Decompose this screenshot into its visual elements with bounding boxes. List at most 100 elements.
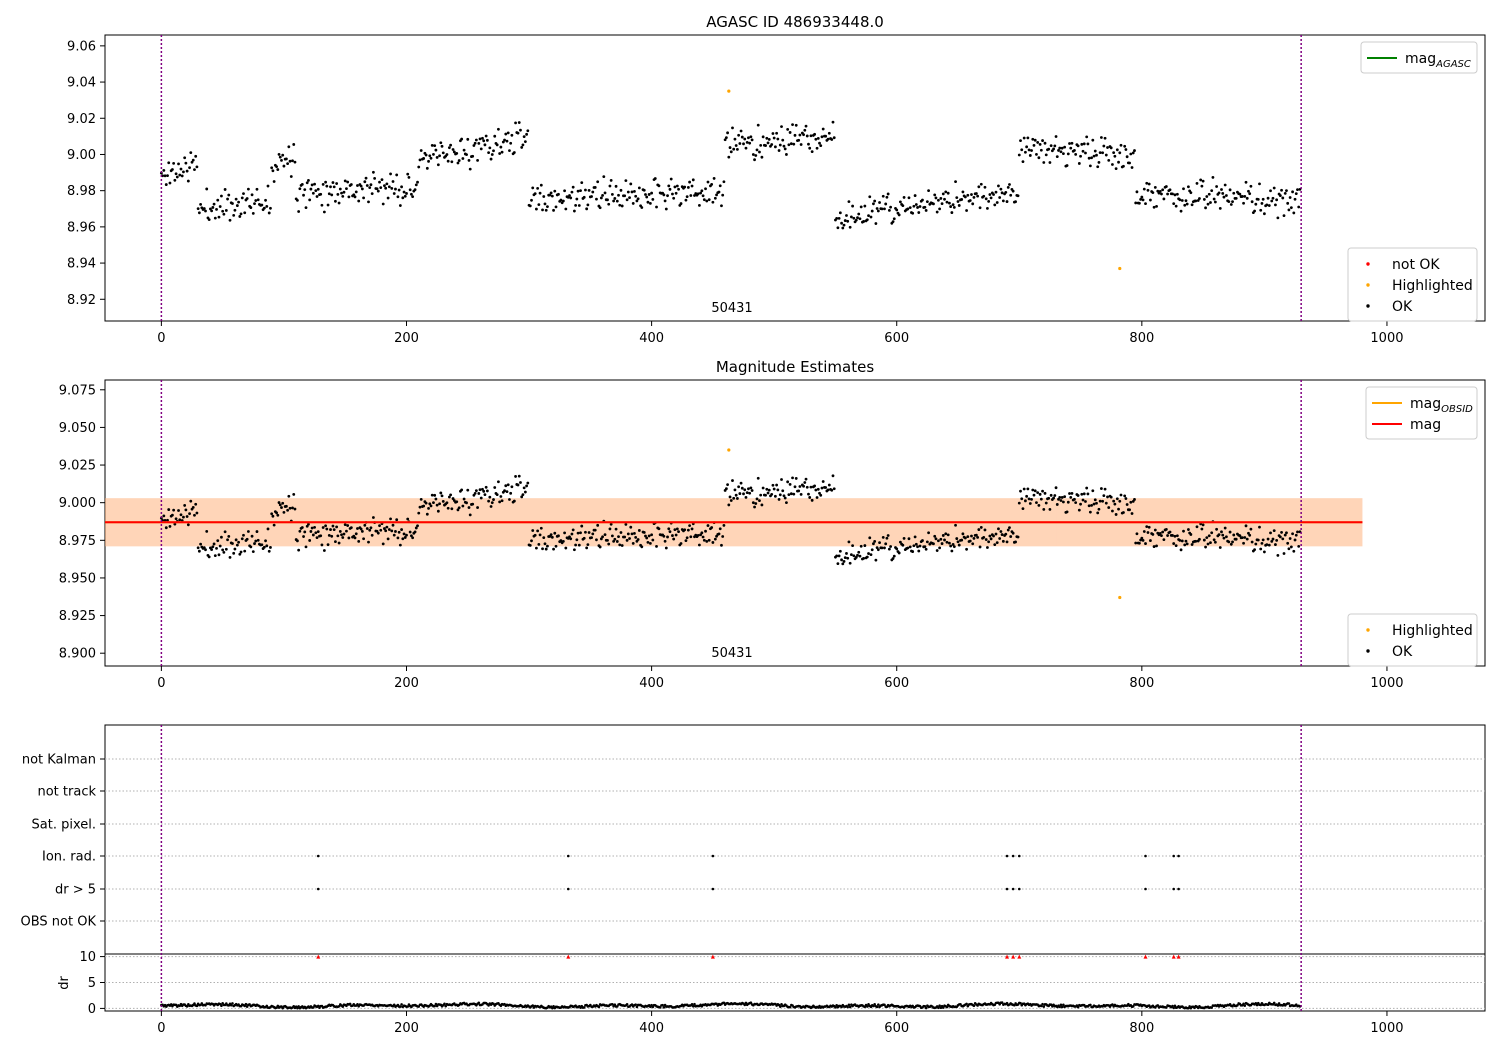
ok-point — [809, 485, 813, 489]
ok-point — [590, 195, 593, 198]
dr-point — [875, 1005, 879, 1009]
ok-point — [314, 189, 318, 193]
ok-point — [587, 531, 591, 534]
ok-point — [873, 539, 877, 543]
ok-point — [1104, 153, 1108, 157]
dr-point — [1287, 1002, 1291, 1005]
ok-point — [585, 546, 589, 550]
ok-point — [1278, 194, 1282, 197]
ok-point — [1103, 487, 1107, 491]
ok-point — [934, 537, 938, 541]
ok-point — [546, 205, 549, 209]
ok-point — [543, 542, 547, 546]
ok-point — [770, 143, 774, 146]
ok-point — [1025, 145, 1029, 149]
ok-point — [976, 535, 980, 539]
ok-point — [473, 491, 477, 495]
ok-point — [1155, 204, 1158, 208]
ok-point — [946, 191, 950, 195]
ok-point — [977, 528, 981, 531]
ok-point — [971, 202, 975, 206]
ok-point — [612, 540, 616, 543]
ok-point — [673, 528, 677, 532]
ok-point — [737, 485, 741, 489]
ok-point — [559, 539, 563, 542]
ok-point — [455, 500, 459, 504]
ok-point — [1212, 197, 1216, 201]
ok-point — [1077, 162, 1081, 165]
ok-point — [1125, 155, 1129, 159]
ok-point — [747, 136, 750, 140]
dr-point — [1041, 1002, 1044, 1006]
ok-point — [869, 215, 873, 219]
ok-point — [623, 535, 627, 539]
ok-point — [360, 187, 364, 191]
ok-point — [786, 480, 790, 484]
ok-point — [1161, 188, 1165, 192]
ok-point — [966, 535, 970, 539]
ok-point — [728, 146, 732, 149]
ok-point — [298, 529, 302, 533]
ok-point — [772, 136, 776, 140]
ok-point — [793, 485, 797, 489]
ok-point — [1024, 499, 1027, 503]
ok-point — [177, 162, 180, 166]
ok-point — [751, 153, 755, 156]
ok-point — [913, 194, 917, 197]
ok-point — [325, 184, 329, 188]
ok-point — [1282, 552, 1286, 555]
ok-point — [852, 554, 856, 558]
y-tick-label: 10 — [79, 950, 96, 965]
legend-label: OK — [1392, 299, 1413, 315]
ok-point — [286, 508, 290, 512]
ok-point — [859, 205, 863, 209]
ok-point — [1054, 135, 1058, 138]
ok-point — [862, 220, 866, 223]
ok-point — [707, 198, 711, 202]
ok-point — [473, 141, 477, 145]
ok-point — [238, 552, 242, 556]
ok-point — [408, 530, 412, 534]
ok-point — [579, 189, 582, 193]
ok-point — [1020, 497, 1024, 501]
ok-point — [587, 188, 591, 192]
ok-point — [797, 138, 801, 142]
ok-point — [321, 182, 325, 186]
ok-point — [218, 205, 222, 208]
ok-point — [564, 546, 568, 550]
ok-point — [183, 504, 187, 507]
ok-point — [172, 161, 176, 165]
ok-point — [452, 150, 456, 154]
ok-point — [365, 184, 369, 187]
ok-point — [887, 208, 891, 212]
dr-point — [883, 1003, 886, 1007]
ok-point — [1030, 149, 1033, 152]
ok-point — [820, 135, 824, 139]
ok-point — [243, 211, 247, 215]
ok-point — [445, 153, 449, 156]
ok-point — [322, 210, 326, 214]
ok-point — [1220, 188, 1223, 191]
ok-point — [1065, 164, 1069, 167]
ok-point — [319, 192, 323, 196]
ok-point — [1095, 153, 1098, 157]
ok-point — [617, 535, 620, 539]
ok-point — [334, 199, 337, 203]
ok-point — [1088, 510, 1092, 514]
ok-point — [472, 144, 476, 147]
ok-point — [1248, 533, 1252, 537]
ok-point — [993, 203, 997, 207]
ok-point — [1160, 534, 1163, 537]
ok-point — [960, 538, 964, 542]
ok-point — [803, 128, 807, 132]
ok-point — [819, 144, 823, 148]
ok-point — [400, 185, 403, 189]
ok-point — [965, 209, 968, 212]
ok-point — [753, 505, 756, 509]
ok-point — [1129, 500, 1133, 504]
ok-point — [398, 204, 402, 207]
ok-point — [182, 515, 185, 519]
ok-point — [701, 194, 705, 198]
ok-point — [381, 542, 385, 546]
